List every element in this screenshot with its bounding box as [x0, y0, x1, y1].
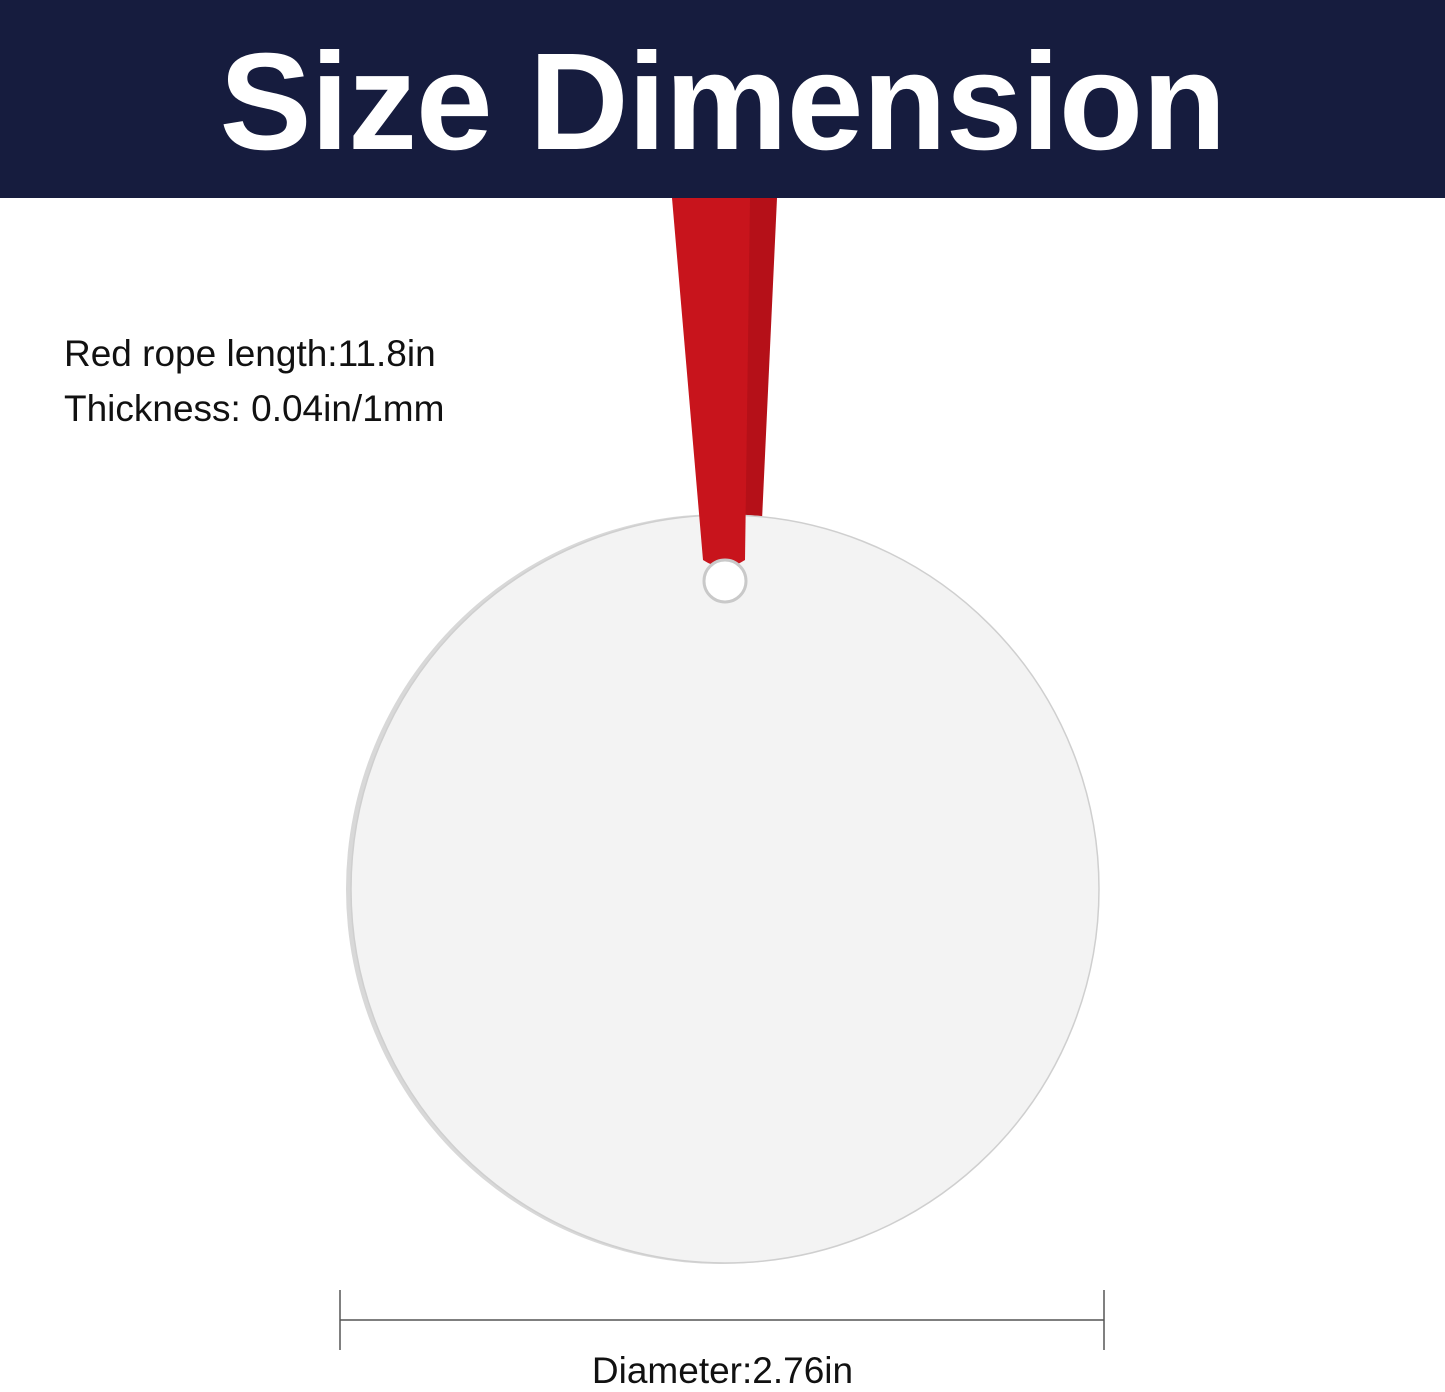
hanging-hole — [702, 558, 748, 604]
ribbon-front — [672, 198, 750, 567]
specs-block: Red rope length:11.8in Thickness: 0.04in… — [64, 326, 444, 436]
diameter-label: Diameter:2.76in — [591, 1350, 854, 1391]
title-banner: Size Dimension — [0, 0, 1445, 198]
ornament-disc — [350, 514, 1100, 1264]
thickness-text: Thickness: 0.04in/1mm — [64, 388, 445, 429]
diameter-dimension-line — [339, 1290, 1105, 1350]
page-title: Size Dimension — [219, 25, 1227, 179]
rope-length-text: Red rope length:11.8in — [64, 333, 436, 374]
